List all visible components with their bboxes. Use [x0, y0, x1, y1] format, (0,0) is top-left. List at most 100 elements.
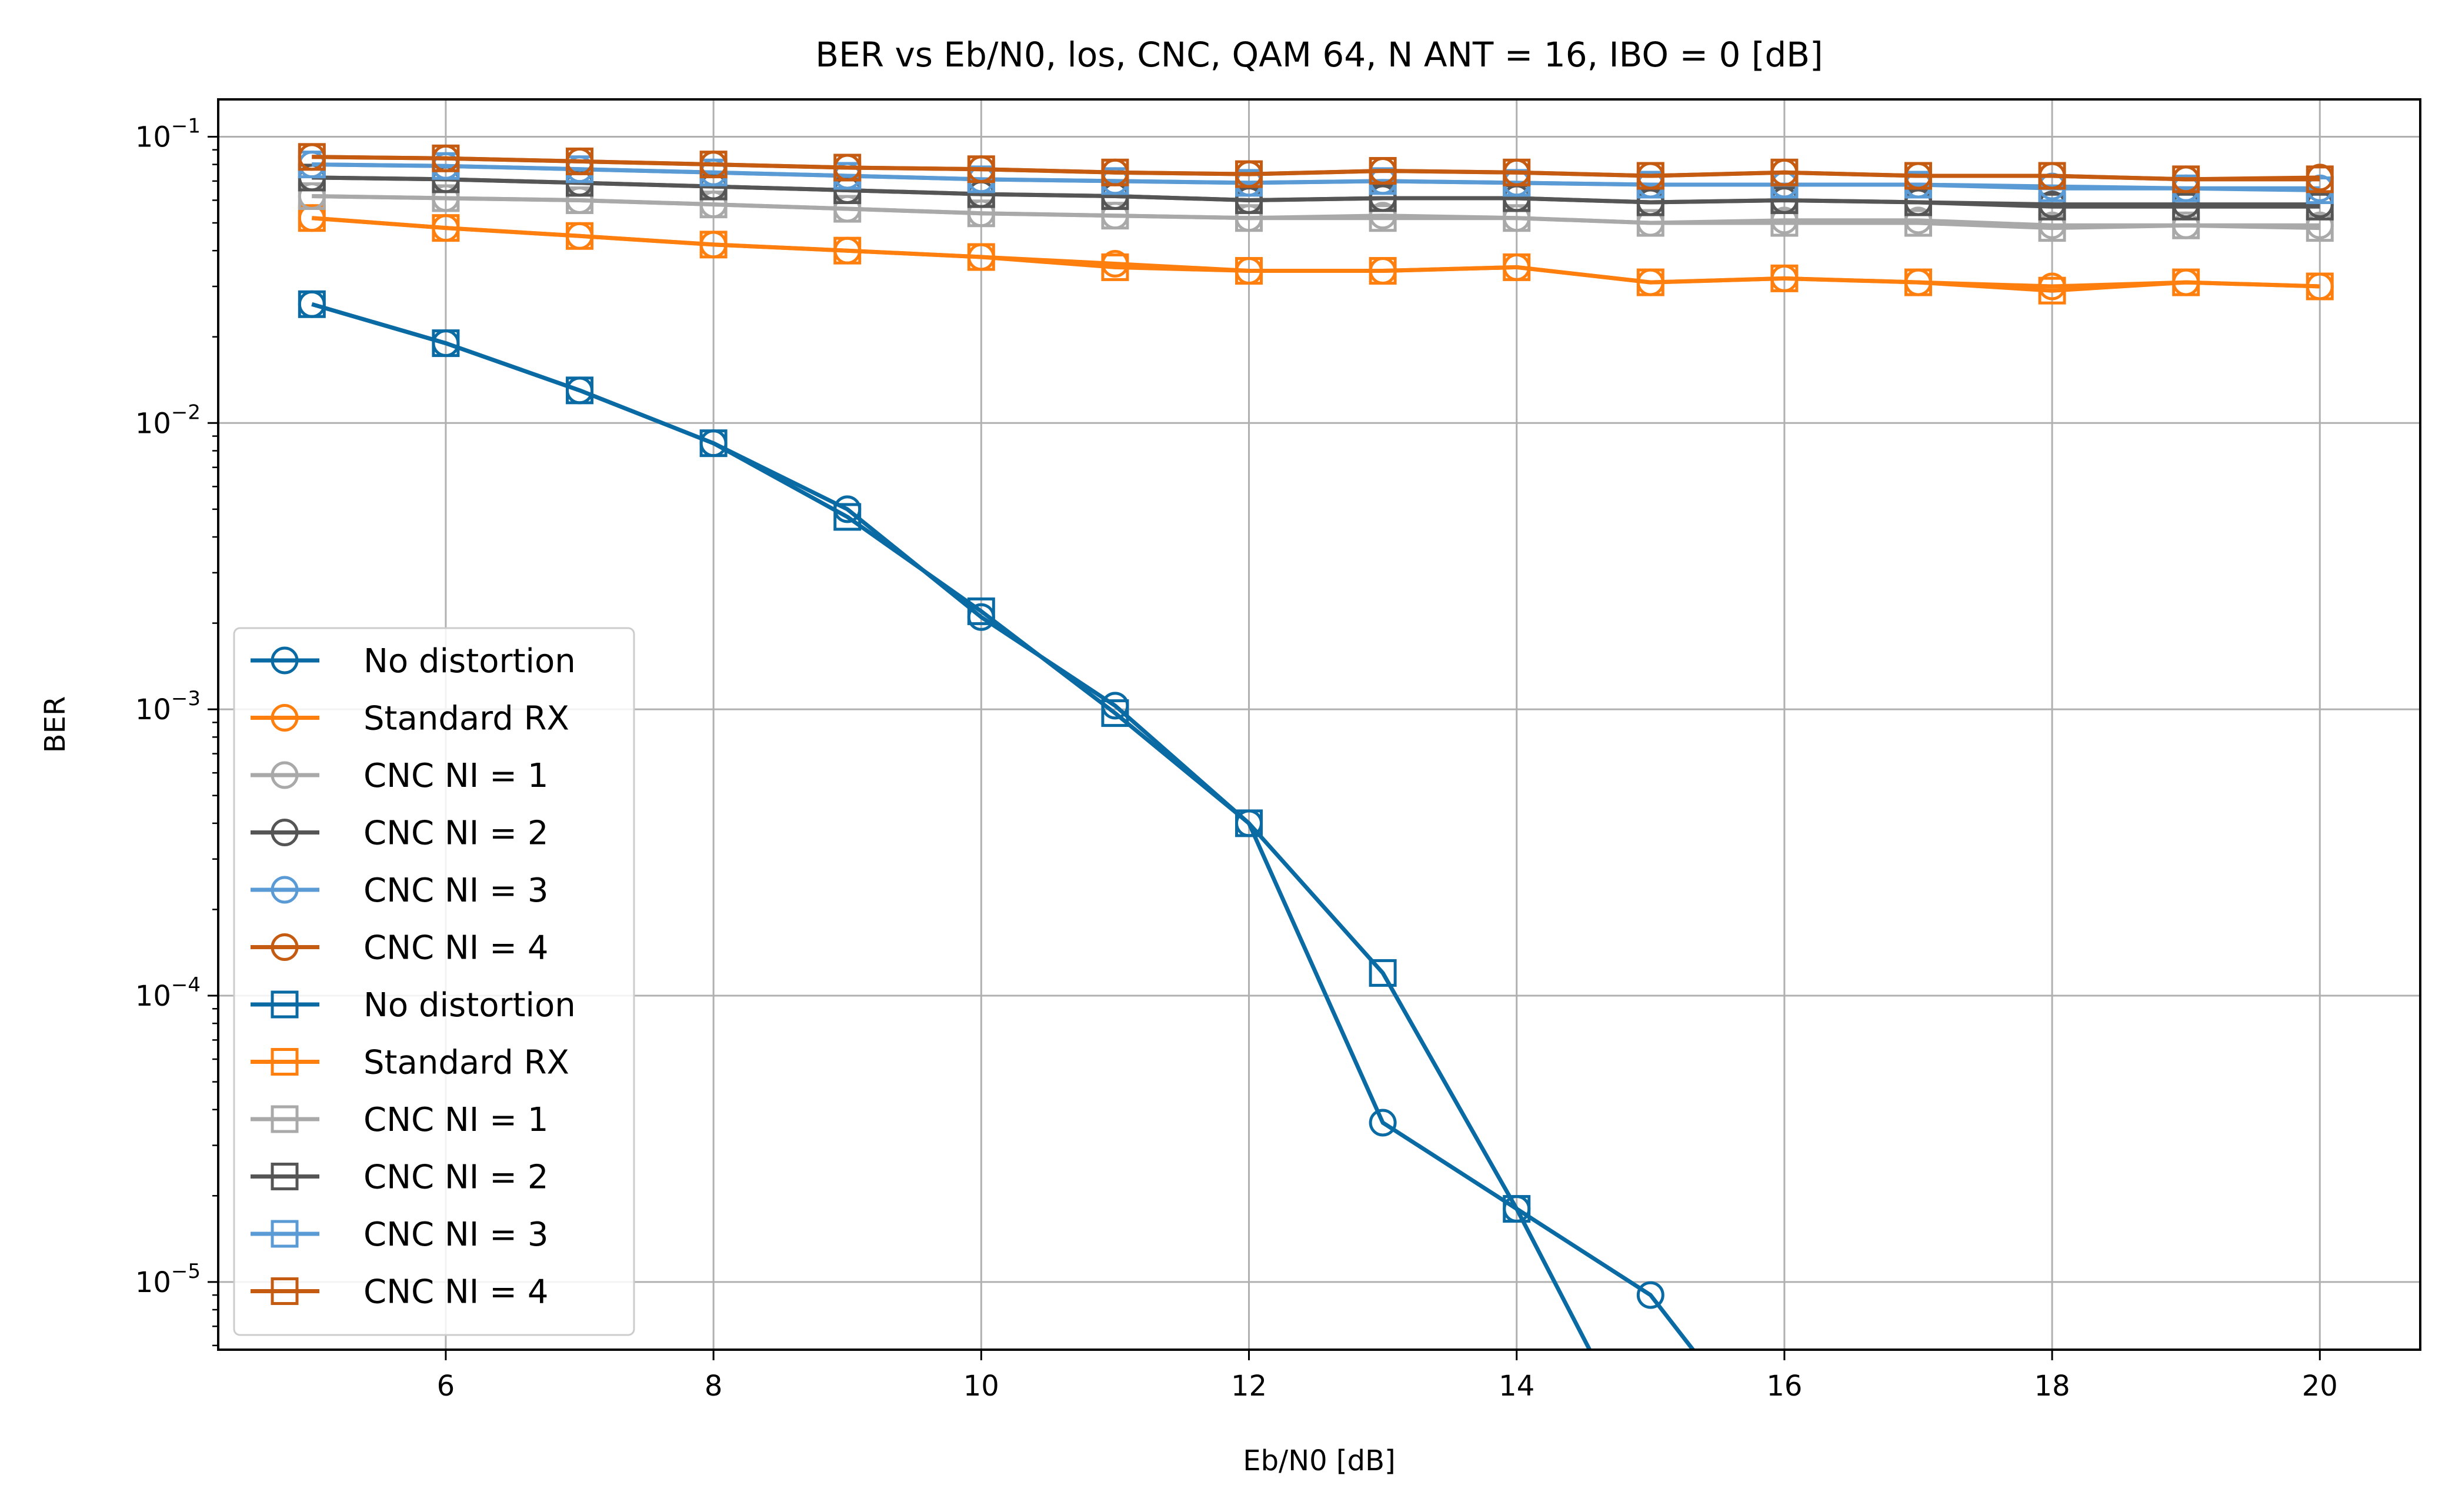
- data-point-square: [2172, 165, 2200, 193]
- x-tick-label: 18: [2034, 1370, 2070, 1403]
- data-point-square: [1369, 184, 1397, 212]
- x-tick-label: 6: [437, 1370, 455, 1403]
- series-square-11: [298, 143, 2334, 193]
- x-tick-label: 8: [705, 1370, 723, 1403]
- data-point-square: [432, 184, 460, 212]
- y-tick-base: 10: [135, 407, 171, 440]
- y-tick-exponent: −4: [171, 973, 201, 997]
- data-point-square: [298, 290, 326, 318]
- y-tick-exponent: −5: [171, 1260, 201, 1283]
- data-point-square: [833, 236, 862, 265]
- data-point-square: [2306, 192, 2334, 221]
- series-line: [312, 175, 2320, 209]
- data-point-square: [967, 597, 995, 625]
- legend-box: [233, 627, 635, 1336]
- data-point-square: [1235, 160, 1263, 188]
- data-point-circle: [271, 819, 299, 846]
- data-point-square: [2172, 192, 2200, 221]
- data-point-square: [1369, 204, 1397, 232]
- y-tick-exponent: −2: [171, 400, 201, 424]
- data-point-circle: [1369, 1109, 1397, 1137]
- data-point-square: [2306, 272, 2334, 301]
- data-point-square: [432, 144, 460, 172]
- series-line: [312, 162, 2320, 192]
- data-point-square: [298, 182, 326, 211]
- data-point-square: [1101, 699, 1129, 727]
- legend-label: CNC NI = 4: [363, 1273, 548, 1311]
- data-point-square: [967, 199, 995, 228]
- data-point-square: [699, 151, 728, 179]
- x-axis-label: Eb/N0 [dB]: [1243, 1444, 1396, 1477]
- data-point-square: [1636, 162, 1664, 190]
- data-point-square: [2038, 162, 2066, 190]
- data-point-square: [833, 153, 862, 182]
- data-point-square: [298, 143, 326, 171]
- data-point-square: [2172, 268, 2200, 296]
- y-tick-base: 10: [135, 693, 171, 726]
- data-point-circle: [1636, 1281, 1664, 1309]
- data-point-square: [1904, 209, 1933, 237]
- data-point-square: [271, 1048, 299, 1076]
- data-point-square: [271, 1105, 299, 1133]
- data-point-circle: [271, 761, 299, 789]
- data-point-square: [699, 429, 728, 458]
- data-point-square: [1101, 158, 1129, 186]
- data-point-square: [1503, 158, 1531, 186]
- legend-label: CNC NI = 2: [363, 1159, 548, 1197]
- data-point-square: [1101, 202, 1129, 230]
- data-point-square: [432, 329, 460, 358]
- data-point-square: [1636, 209, 1664, 237]
- y-tick-exponent: −3: [171, 687, 201, 710]
- plot-frame: [217, 98, 2421, 1351]
- legend-label: No distortion: [363, 986, 576, 1024]
- legend-label: CNC NI = 2: [363, 815, 548, 853]
- plot-area: [298, 143, 2334, 1350]
- data-point-square: [1369, 156, 1397, 185]
- y-tick-label: 10−5: [135, 1260, 201, 1299]
- y-tick-base: 10: [135, 121, 171, 153]
- data-point-square: [2172, 211, 2200, 239]
- data-point-square: [271, 990, 299, 1019]
- legend: No distortion Standard RX CNC NI = 1 CNC NI…: [233, 627, 635, 1336]
- x-tick-label: 20: [2302, 1370, 2338, 1403]
- data-point-circle: [271, 876, 299, 904]
- data-point-square: [699, 231, 728, 259]
- data-point-square: [298, 204, 326, 232]
- series-line: [311, 302, 1592, 1350]
- legend-label: No distortion: [363, 642, 576, 680]
- data-point-square: [1636, 268, 1664, 296]
- legend-label: CNC NI = 1: [363, 1101, 548, 1139]
- x-tick-label: 14: [1499, 1370, 1534, 1403]
- x-axis: 6 8 10 12 14 16 18 20: [437, 1350, 2338, 1403]
- legend-label: CNC NI = 4: [363, 929, 548, 967]
- data-point-square: [1369, 257, 1397, 285]
- y-tick-label: 10−3: [135, 687, 201, 726]
- data-point-square: [271, 1277, 299, 1305]
- data-point-square: [1235, 204, 1263, 232]
- y-tick-label: 10−4: [135, 973, 201, 1013]
- data-point-square: [2306, 165, 2334, 193]
- data-point-square: [1235, 257, 1263, 285]
- y-tick-base: 10: [135, 980, 171, 1013]
- series-square-6: [298, 290, 1592, 1350]
- data-point-square: [1503, 253, 1531, 281]
- data-point-square: [271, 1220, 299, 1248]
- data-point-square: [833, 503, 862, 531]
- data-point-square: [1770, 158, 1799, 186]
- series-line: [312, 216, 2320, 293]
- data-point-square: [1904, 162, 1933, 190]
- data-point-square: [1369, 959, 1397, 987]
- series-square-8: [298, 182, 2334, 242]
- data-point-square: [566, 222, 594, 250]
- y-tick-label: 10−2: [135, 400, 201, 440]
- data-point-square: [1101, 253, 1129, 281]
- x-tick-label: 10: [963, 1370, 999, 1403]
- data-point-circle: [271, 646, 299, 675]
- series-square-7: [298, 204, 2334, 305]
- data-point-square: [566, 376, 594, 405]
- data-point-circle: [271, 704, 299, 732]
- legend-label: CNC NI = 3: [363, 872, 548, 910]
- y-axis-label: BER: [39, 696, 72, 753]
- data-point-square: [833, 195, 862, 223]
- data-point-square: [967, 243, 995, 271]
